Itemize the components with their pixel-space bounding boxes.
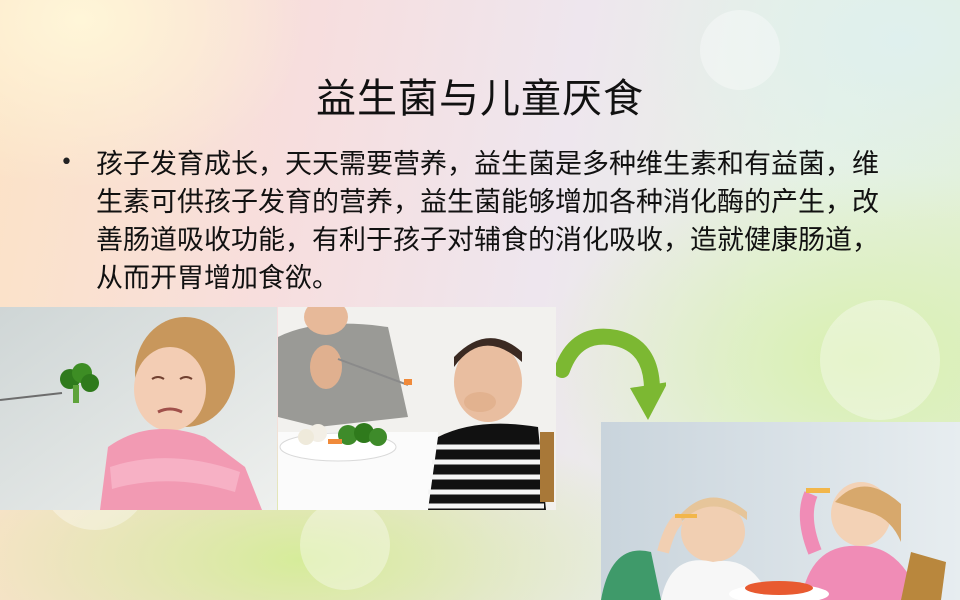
bullet-text: 孩子发育成长，天天需要营养，益生菌是多种维生素和有益菌，维生素可供孩子发育的营养…: [96, 149, 879, 294]
bokeh-decoration: [300, 500, 390, 590]
slide-title: 益生菌与儿童厌食: [316, 76, 644, 122]
bokeh-decoration: [820, 300, 940, 420]
curved-arrow-icon: [556, 328, 666, 420]
children-eating-happily-photo: [601, 422, 960, 600]
bullet-item: • 孩子发育成长，天天需要营养，益生菌是多种维生素和有益菌，维生素可供孩子发育的…: [60, 146, 910, 298]
bullet-marker: •: [60, 150, 73, 175]
girl-refusing-broccoli-photo: [0, 307, 277, 510]
bokeh-decoration: [700, 10, 780, 90]
boy-refusing-vegetables-photo: [278, 307, 556, 510]
